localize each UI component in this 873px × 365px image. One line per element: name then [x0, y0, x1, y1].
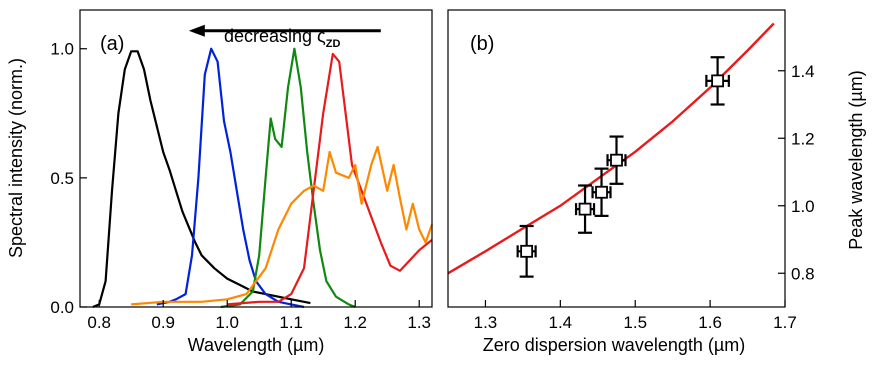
panel-b-x-axis-label: Zero dispersion wavelength (µm) — [483, 335, 745, 355]
fit-line — [447, 22, 775, 275]
panel-a-label: (a) — [100, 33, 124, 55]
spectrum-line-1 — [92, 50, 311, 309]
panel-a: 0.8 0.9 1.0 1.1 1.2 1.3 0.0 0.5 1.0 (a) decreasi… — [6, 9, 434, 355]
x-tick-label-b: 1.7 — [773, 313, 797, 332]
y-tick-label-b: 1.4 — [791, 62, 815, 81]
annotation-subscript: ZD — [326, 38, 341, 50]
panel-b-fit-group — [447, 22, 775, 275]
panel-b-frame — [447, 9, 786, 308]
panel-b-label: (b) — [470, 33, 494, 55]
annotation-arrow-head — [188, 24, 205, 37]
data-point-5 — [705, 56, 730, 106]
y-tick-label-b: 1.2 — [791, 129, 815, 148]
panel-a-x-axis-label: Wavelength (µm) — [188, 335, 325, 355]
spectrum-line-5 — [131, 145, 434, 306]
data-marker — [520, 244, 534, 258]
data-marker — [711, 74, 724, 88]
y-tick-label-a: 0.5 — [50, 169, 74, 188]
x-tick-label-b: 1.5 — [623, 313, 647, 332]
y-tick-label-a: 1.0 — [50, 40, 74, 59]
panel-b-points-group — [516, 56, 730, 278]
spectrum-line-2 — [156, 47, 305, 309]
y-tick-label-a: 0.0 — [50, 298, 74, 317]
x-tick-label-a: 1.2 — [343, 313, 367, 332]
x-tick-label-a: 1.3 — [407, 313, 431, 332]
data-point-2 — [574, 184, 596, 234]
data-point-3 — [591, 167, 612, 217]
panel-b-y-axis-label: Peak wavelength (µm) — [846, 70, 866, 249]
y-tick-label-b: 0.8 — [791, 264, 815, 283]
data-marker — [610, 153, 623, 167]
x-tick-label-a: 1.1 — [279, 313, 303, 332]
x-tick-label-b: 1.6 — [698, 313, 722, 332]
data-point-1 — [516, 224, 537, 278]
x-tick-label-a: 0.8 — [87, 313, 111, 332]
spectrum-line-4 — [227, 52, 433, 306]
data-marker — [578, 202, 592, 216]
x-tick-label-a: 1.0 — [215, 313, 239, 332]
panel-a-y-axis-label: Spectral intensity (norm.) — [6, 58, 26, 258]
x-tick-label-a: 0.9 — [151, 313, 175, 332]
panel-a-annotation: decreasing ςZD — [188, 24, 381, 50]
data-marker — [595, 185, 608, 199]
panel-a-ticks: 0.8 0.9 1.0 1.1 1.2 1.3 0.0 0.5 1.0 — [50, 40, 431, 332]
panel-a-frame — [79, 9, 433, 308]
x-tick-label-b: 1.3 — [474, 313, 498, 332]
panel-b-ticks: 1.3 1.4 1.5 1.6 1.7 0.8 1.0 1.2 1.4 — [474, 62, 815, 332]
annotation-main: decreasing ς — [224, 26, 326, 46]
panel-a-series-group — [92, 47, 434, 309]
panel-b: 1.3 1.4 1.5 1.6 1.7 0.8 1.0 1.2 1.4 (b) Zero dis… — [447, 9, 866, 355]
data-point-4 — [606, 135, 627, 185]
spectrum-line-3 — [220, 47, 356, 309]
y-tick-label-b: 1.0 — [791, 197, 815, 216]
x-tick-label-b: 1.4 — [549, 313, 573, 332]
